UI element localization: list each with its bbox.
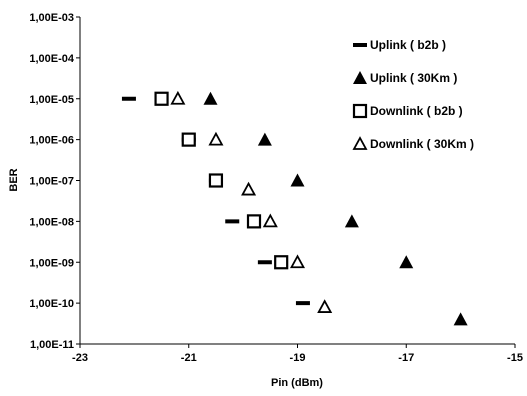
series-1-point bbox=[203, 91, 218, 105]
series-1-point bbox=[399, 255, 414, 269]
y-axis-ticks: 1,00E-11 1,00E-10 1,00E-09 1,00E-08 1,00E-07… bbox=[29, 12, 80, 351]
legend-label-3: Downlink ( 30Km ) bbox=[370, 137, 474, 151]
series-3-point bbox=[241, 181, 257, 196]
y-tick-label: 1,00E-11 bbox=[30, 339, 74, 351]
series-2-point bbox=[154, 91, 169, 106]
y-tick-label: 1,00E-06 bbox=[29, 135, 74, 147]
series-0-point bbox=[225, 219, 240, 224]
legend-label-1: Uplink ( 30Km ) bbox=[370, 71, 457, 85]
y-tick-label: 1,00E-09 bbox=[29, 257, 74, 269]
series-3-point bbox=[262, 213, 278, 228]
y-tick-label: 1,00E-08 bbox=[29, 216, 74, 228]
series-1-point bbox=[453, 312, 468, 326]
series-1-point bbox=[257, 132, 272, 146]
series-1-point bbox=[290, 173, 305, 187]
series-0-point bbox=[121, 96, 136, 101]
series-3-point bbox=[208, 131, 224, 146]
x-tick-label: -19 bbox=[290, 352, 306, 364]
legend-marker-1 bbox=[353, 71, 367, 84]
series-0-point bbox=[257, 260, 272, 265]
x-axis-ticks: -23 -21 -19 -17 -15 bbox=[72, 344, 523, 364]
legend-marker-3 bbox=[352, 136, 368, 150]
y-axis-label: BER bbox=[8, 168, 20, 191]
x-axis-label: Pin (dBm) bbox=[271, 377, 323, 389]
legend-marker-0 bbox=[353, 43, 367, 47]
x-tick-label: -21 bbox=[181, 352, 197, 364]
legend-marker-2 bbox=[352, 103, 368, 119]
y-tick-label: 1,00E-10 bbox=[29, 298, 74, 310]
series-2-point bbox=[181, 132, 196, 147]
series-3-point bbox=[317, 299, 333, 313]
data-points bbox=[121, 90, 468, 326]
y-tick-label: 1,00E-05 bbox=[29, 94, 74, 106]
series-0-point bbox=[295, 301, 310, 306]
series-2-point bbox=[274, 255, 289, 270]
y-tick-label: 1,00E-03 bbox=[29, 12, 74, 24]
series-1-point bbox=[344, 214, 359, 228]
series-3-point bbox=[289, 254, 306, 269]
legend-label-0: Uplink ( b2b ) bbox=[370, 38, 446, 52]
series-2-point bbox=[246, 214, 262, 229]
series-3-point bbox=[170, 90, 186, 105]
x-tick-label: -17 bbox=[398, 352, 414, 364]
x-tick-label: -23 bbox=[72, 352, 88, 364]
legend-label-2: Downlink ( b2b ) bbox=[370, 104, 463, 118]
legend: Uplink ( b2b ) Uplink ( 30Km ) Downlink ( … bbox=[352, 38, 474, 151]
x-tick-label: -15 bbox=[507, 352, 523, 364]
y-tick-label: 1,00E-04 bbox=[29, 53, 75, 65]
series-2-point bbox=[208, 173, 224, 188]
y-tick-label: 1,00E-07 bbox=[29, 176, 74, 188]
